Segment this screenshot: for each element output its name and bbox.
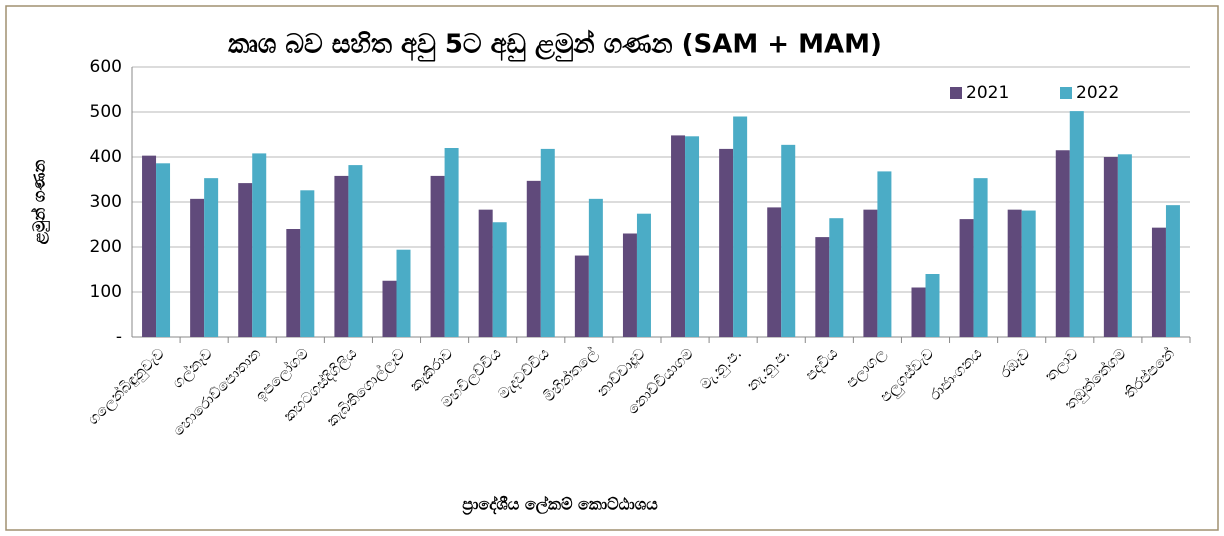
- bar: [300, 190, 315, 337]
- y-tick-label: 200: [90, 237, 122, 257]
- bar: [492, 222, 507, 337]
- bar: [348, 165, 363, 337]
- bar: [396, 249, 411, 337]
- bar: [540, 148, 555, 337]
- bar: [238, 183, 253, 337]
- bar: [430, 175, 445, 337]
- y-tick-label: 100: [90, 282, 122, 302]
- y-tick-label: 300: [90, 192, 122, 212]
- bar: [1007, 209, 1022, 337]
- bar: [204, 178, 219, 337]
- bar: [911, 287, 926, 337]
- bar: [781, 144, 796, 337]
- bar: [973, 178, 988, 337]
- bar: [190, 198, 205, 337]
- bar: [733, 116, 748, 337]
- bar: [622, 233, 637, 337]
- y-tick-label: -: [116, 327, 122, 347]
- legend-swatch: [1060, 87, 1072, 99]
- bar: [636, 213, 651, 337]
- bar: [1117, 154, 1132, 337]
- bar: [574, 255, 589, 337]
- y-tick-label: 400: [90, 147, 122, 167]
- bar: [719, 148, 734, 337]
- chart-title: කෘශ බව සහිත අවු 5ට අඩු ළමුන් ගණන (SAM + …: [228, 29, 882, 62]
- legend-label: 2022: [1076, 83, 1119, 103]
- bar: [767, 207, 782, 337]
- bar: [286, 229, 301, 337]
- x-axis-title: ප්‍රාදේශීය ලේකම් කොට්ඨාශය: [462, 495, 658, 516]
- bar: [1069, 111, 1084, 337]
- legend-swatch: [950, 87, 962, 99]
- bar: [526, 180, 541, 337]
- bar: [478, 209, 493, 337]
- bar: [925, 274, 940, 337]
- bar: [1055, 150, 1070, 337]
- bar: [252, 153, 267, 337]
- bar: [1021, 210, 1036, 337]
- bar: [815, 237, 830, 337]
- y-tick-label: 600: [90, 57, 122, 77]
- bar: [1151, 227, 1166, 337]
- bar: [671, 135, 686, 337]
- bar: [142, 155, 157, 337]
- bar: [959, 219, 974, 337]
- bar: [382, 280, 397, 337]
- bar: [863, 209, 878, 337]
- bar: [334, 175, 349, 337]
- bar: [1103, 157, 1118, 337]
- bar: [588, 198, 603, 337]
- bar: [685, 136, 700, 337]
- bar: [877, 171, 892, 337]
- y-axis-title: ළමුන් ගණන: [30, 160, 51, 245]
- bar: [829, 218, 844, 337]
- bar: [444, 148, 459, 337]
- legend-label: 2021: [966, 83, 1009, 103]
- bar: [156, 163, 171, 337]
- bar: [1165, 205, 1180, 337]
- y-tick-label: 500: [90, 102, 122, 122]
- chart-frame: [5, 5, 1219, 531]
